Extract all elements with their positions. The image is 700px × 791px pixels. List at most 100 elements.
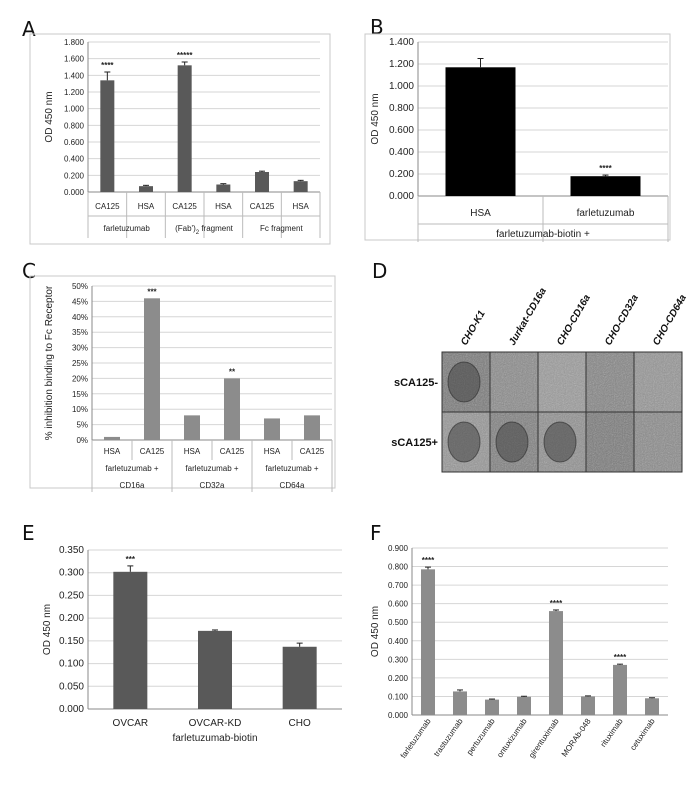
micrograph-cell (585, 351, 635, 413)
y-tick-label: 5% (76, 421, 88, 430)
bar-5 (264, 418, 280, 440)
group-label: farletuzumab + (265, 464, 318, 473)
panel-letter-b: B (370, 15, 384, 39)
y-tick-label: 0.800 (64, 121, 85, 130)
y-tick-label: 0.600 (64, 138, 85, 147)
x-tick-label: ontuxizumab (495, 717, 529, 760)
significance-label: **** (599, 164, 612, 173)
bar-1 (421, 569, 435, 715)
y-axis-title: OD 450 nm (370, 93, 381, 144)
x-tick-label: CA125 (172, 202, 197, 211)
y-tick-label: 0.300 (59, 568, 84, 579)
x-tick-label: HSA (292, 202, 309, 211)
y-tick-label: 1.800 (64, 38, 85, 47)
micrograph-cell (441, 411, 491, 473)
y-axis-title: OD 450 nm (370, 606, 381, 657)
y-tick-label: 15% (72, 390, 88, 399)
significance-label: **** (101, 61, 114, 70)
x-tick-label: CA125 (300, 447, 325, 456)
y-tick-label: 0.000 (388, 711, 409, 720)
chart-frame (29, 33, 331, 245)
y-tick-label: 0.300 (388, 655, 409, 664)
bar-1 (100, 80, 115, 192)
y-tick-label: 30% (72, 344, 88, 353)
x-tick-label: farletuzumab (399, 717, 433, 760)
y-tick-label: 0.000 (59, 704, 84, 715)
y-tick-label: 1.200 (389, 59, 414, 70)
bar-3 (485, 699, 499, 715)
bar-6 (304, 415, 320, 440)
chart-frame (29, 275, 336, 489)
chart-a: 0.000 0.200 0.400 0.600 0.800 1.000 1.200 1.400… (29, 33, 331, 245)
panel-letter-a: A (22, 17, 36, 41)
y-axis-title: OD 450 nm (44, 91, 55, 142)
panel-letter-e: E (22, 521, 35, 545)
y-tick-label: 0.400 (389, 147, 414, 158)
chart-e: 0.000 0.050 0.100 0.150 0.200 0.250 0.300 0.350… (42, 545, 342, 744)
bar-2 (453, 691, 467, 715)
x-tick-label: CHO (289, 718, 311, 729)
micrograph-cell (633, 351, 683, 413)
y-tick-label: 10% (72, 405, 88, 414)
x-tick-label: HSA (264, 447, 281, 456)
x-tick-label: HSA (470, 208, 491, 219)
y-tick-label: 0.150 (59, 636, 84, 647)
chart-c: 0% 5% 10% 15% 20% 25% 30% 35% 40% 45% 50% % inhibit… (29, 275, 336, 492)
x-tick-label: CA125 (250, 202, 275, 211)
bar-3 (282, 646, 317, 709)
x-tick-label: MORAb-048 (560, 717, 593, 759)
micrograph-cell (537, 411, 587, 473)
column-label: CHO-CD16a (555, 293, 593, 348)
y-tick-label: 50% (72, 282, 88, 291)
x-tick-label: CA125 (95, 202, 120, 211)
group-label: Fc fragment (260, 224, 303, 233)
column-label: CHO-CD32a (603, 293, 641, 348)
y-tick-label: 1.600 (64, 55, 85, 64)
x-tick-label: HSA (104, 447, 121, 456)
x-tick-label: girentuximab (527, 717, 561, 760)
y-tick-label: 0.400 (388, 637, 409, 646)
y-tick-label: 1.000 (389, 81, 414, 92)
panel-letter-c: C (22, 259, 36, 283)
y-tick-label: 40% (72, 313, 88, 322)
panel-letter-f: F (370, 521, 382, 545)
row-label: sCA125+ (391, 437, 438, 449)
subgroup-label: CD64a (280, 481, 305, 490)
x-tick-label: rituximab (599, 717, 625, 749)
bar-4 (517, 696, 531, 715)
micrograph-d: CHO-K1 Jurkat-CD16a CHO-CD16a CHO-CD32a CHO-… (391, 286, 689, 473)
bar-8 (645, 698, 659, 715)
micrograph-cell (585, 411, 635, 473)
bar-3 (177, 65, 192, 192)
bar-2 (570, 176, 641, 196)
y-tick-label: 0.100 (388, 692, 409, 701)
y-tick-label: 0.900 (388, 544, 409, 553)
y-tick-label: 0.800 (388, 563, 409, 572)
significance-label: **** (422, 556, 435, 565)
group-label: farletuzumab (104, 224, 151, 233)
significance-label: *** (147, 287, 157, 296)
significance-label: ** (229, 367, 236, 376)
significance-label: **** (614, 653, 627, 662)
y-tick-label: 0.000 (64, 188, 85, 197)
y-tick-label: 0.200 (388, 674, 409, 683)
x-tick-label: OVCAR-KD (189, 718, 242, 729)
bar-2 (198, 630, 232, 709)
y-axis-title: OD 450 nm (42, 604, 53, 655)
micrograph-cell (537, 351, 587, 413)
bar-1 (445, 67, 516, 196)
row-label: sCA125- (394, 377, 438, 389)
micrograph-cell (441, 351, 491, 413)
y-tick-label: 0.350 (59, 545, 84, 556)
y-tick-label: 25% (72, 359, 88, 368)
y-tick-label: 0.500 (388, 618, 409, 627)
y-tick-label: 0.200 (64, 171, 85, 180)
bar-1 (104, 436, 120, 440)
x-tick-label: HSA (184, 447, 201, 456)
bar-5 (549, 611, 563, 715)
y-tick-label: 35% (72, 328, 88, 337)
y-tick-label: 0.200 (389, 169, 414, 180)
bar-6 (293, 181, 308, 192)
subgroup-label: CD32a (200, 481, 225, 490)
